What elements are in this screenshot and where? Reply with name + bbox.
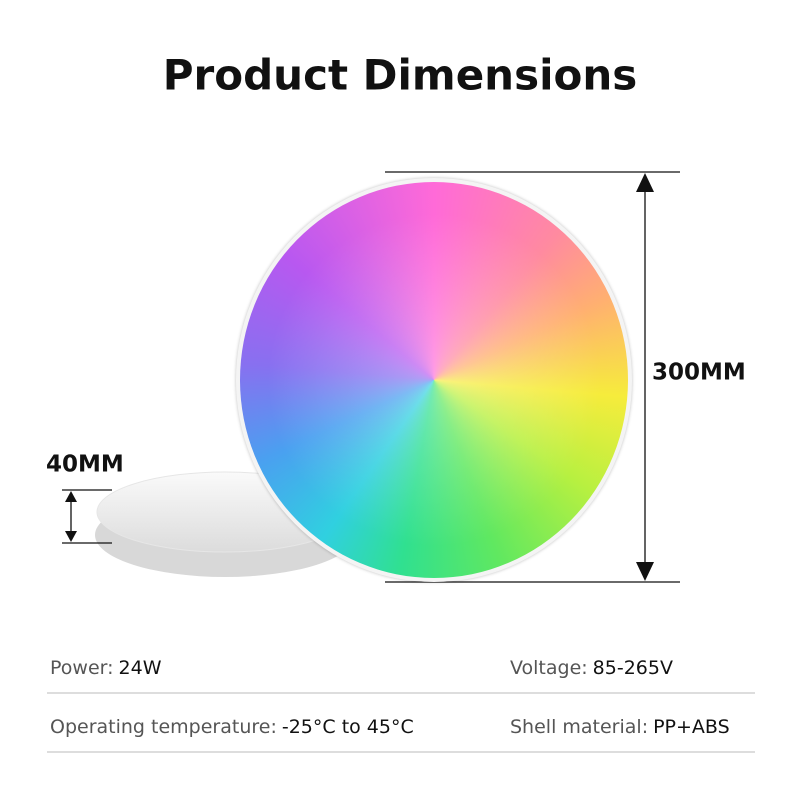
light-face [240, 182, 628, 578]
spec: Shell material: PP+ABS [510, 716, 730, 738]
spec-label: Voltage: [510, 657, 588, 679]
light-panel [236, 178, 632, 582]
diameter-arrow [385, 171, 680, 583]
spec-value: PP+ABS [653, 716, 730, 738]
spec-value: -25°C to 45°C [282, 716, 414, 738]
thickness-label: 40MM [46, 452, 124, 478]
specs: Power: 24W Voltage: 85-265V Operating temper… [50, 657, 730, 738]
thickness-arrow [62, 489, 112, 544]
spec: Power: 24W [50, 657, 162, 679]
title: Product Dimensions [163, 51, 637, 100]
spec-value: 24W [119, 657, 162, 679]
spec-label: Power: [50, 657, 114, 679]
spec: Operating temperature: -25°C to 45°C [50, 716, 414, 738]
diameter-label: 300MM [652, 360, 746, 386]
spec-label: Operating temperature: [50, 716, 277, 738]
spec-value: 85-265V [593, 657, 673, 679]
spec-label: Shell material: [510, 716, 648, 738]
spec: Voltage: 85-265V [510, 657, 673, 679]
